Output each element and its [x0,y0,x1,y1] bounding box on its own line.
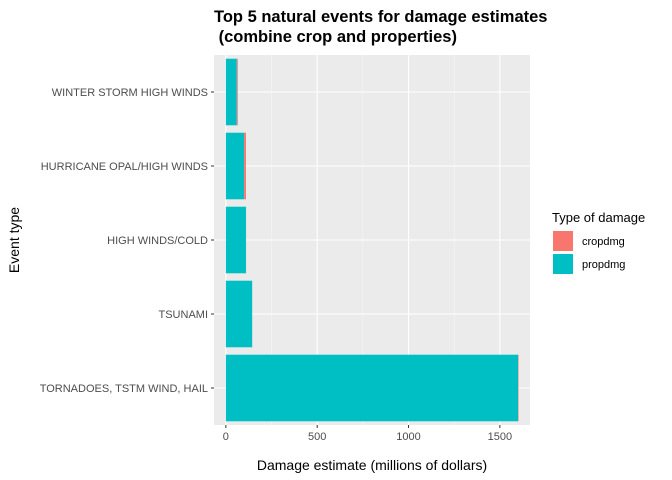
legend: Type of damage cropdmg propdmg [552,210,645,274]
y-tick-label: TSUNAMI [159,309,209,321]
x-axis-label: Damage estimate (millions of dollars) [257,457,487,473]
legend-label-cropdmg: cropdmg [582,236,625,248]
x-tick-label: 0 [223,431,229,443]
x-tick-labels: 0 500 1000 1500 [223,425,512,443]
bar-propdmg [225,354,519,422]
y-axis-label: Event type [6,207,22,273]
bar-propdmg [225,58,237,126]
bar-cropdmg [244,132,246,200]
legend-swatch-propdmg [553,254,573,274]
x-tick-label: 1000 [396,431,420,443]
legend-label-propdmg: propdmg [582,259,625,271]
bars [225,58,519,422]
bar-propdmg [225,280,253,348]
y-tick-label: HIGH WINDS/COLD [107,235,208,247]
legend-swatch-cropdmg [553,231,573,251]
chart-title: Top 5 natural events for damage estimate… [214,8,547,26]
y-tick-label: TORNADOES, TSTM WIND, HAIL [40,383,208,395]
bar-propdmg [225,132,245,200]
bar-propdmg [225,206,246,274]
bar-cropdmg [236,58,238,126]
chart-subtitle: (combine crop and properties) [214,28,457,46]
y-tick-label: WINTER STORM HIGH WINDS [52,87,208,99]
legend-title: Type of damage [552,210,645,225]
x-tick-label: 500 [308,431,326,443]
y-tick-labels: TORNADOES, TSTM WIND, HAIL TSUNAMI HIGH WI… [40,87,214,395]
x-tick-label: 1500 [488,431,512,443]
y-tick-label: HURRICANE OPAL/HIGH WINDS [41,161,208,173]
